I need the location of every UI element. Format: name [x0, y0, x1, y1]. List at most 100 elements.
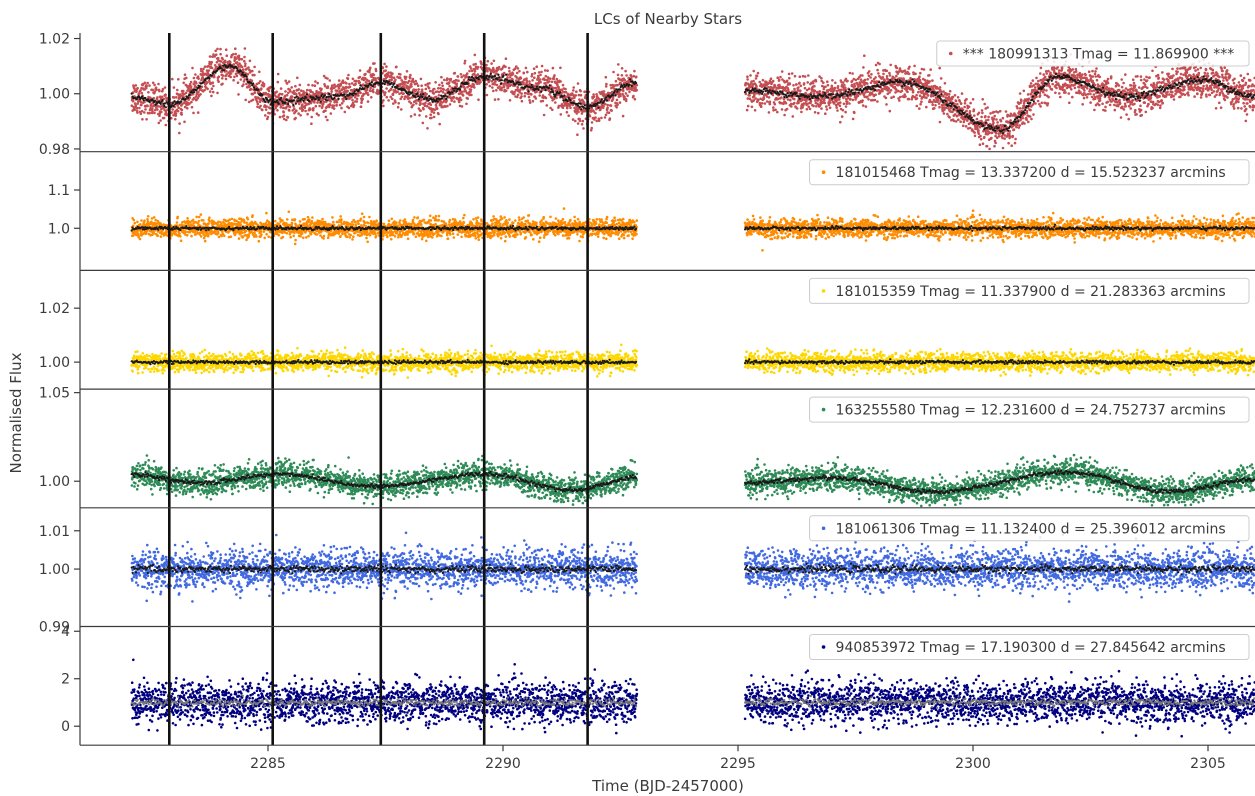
data-point [979, 134, 982, 138]
data-point [330, 84, 334, 87]
binned-point [199, 85, 202, 88]
data-point [885, 103, 888, 106]
data-point [628, 90, 631, 94]
data-point [793, 87, 796, 91]
data-point [284, 79, 288, 83]
data-point [324, 115, 328, 119]
data-point [1054, 80, 1058, 84]
data-point [563, 104, 566, 107]
data-point [551, 66, 555, 70]
binned-point [383, 83, 386, 86]
data-point [887, 87, 891, 90]
data-point [398, 92, 401, 96]
data-point [500, 86, 504, 89]
data-point [832, 102, 836, 105]
binned-point [537, 88, 540, 92]
data-point [199, 67, 203, 71]
data-point [392, 76, 396, 79]
binned-point [594, 105, 597, 108]
data-point [371, 88, 375, 91]
binned-point [552, 91, 555, 94]
data-point [180, 113, 183, 116]
binned-point [293, 99, 296, 102]
binned-point [353, 90, 356, 93]
binned-point [142, 99, 145, 102]
binned-point [563, 94, 566, 97]
data-point [146, 104, 149, 108]
data-point [779, 75, 782, 79]
data-point [212, 53, 215, 56]
data-point [827, 103, 831, 107]
data-point [203, 65, 207, 68]
data-point [159, 119, 162, 122]
data-point [294, 116, 297, 120]
data-point [256, 102, 260, 106]
data-point [937, 102, 941, 105]
data-point [508, 76, 512, 79]
data-point [988, 147, 991, 151]
data-point [1129, 84, 1133, 87]
data-point [497, 65, 501, 69]
data-point [1120, 78, 1123, 81]
data-point [1091, 75, 1095, 78]
binned-point [488, 75, 491, 78]
data-point [1127, 117, 1130, 121]
data-point [620, 67, 624, 70]
data-point [197, 77, 200, 80]
data-point [348, 85, 352, 89]
data-point [954, 120, 958, 123]
data-point [582, 127, 585, 130]
data-point [1034, 86, 1037, 89]
data-point [528, 101, 532, 104]
binned-point [580, 108, 583, 111]
data-point [350, 96, 353, 99]
data-point [457, 79, 460, 82]
data-point [838, 97, 841, 101]
data-point [337, 87, 341, 90]
data-point [208, 55, 212, 58]
data-point [343, 110, 347, 114]
data-point [1124, 73, 1127, 76]
data-point [864, 105, 868, 108]
data-point [154, 86, 158, 89]
data-point [1032, 84, 1035, 87]
data-point [495, 89, 498, 92]
data-point [202, 67, 205, 71]
data-point [604, 113, 608, 117]
data-point [374, 69, 378, 73]
data-point [265, 105, 269, 108]
data-point [357, 94, 360, 97]
binned-point [245, 75, 248, 78]
data-point [504, 89, 508, 93]
data-point [759, 105, 763, 108]
data-point [881, 76, 885, 79]
data-point [184, 91, 188, 95]
data-point [439, 87, 443, 90]
data-point [145, 118, 148, 121]
data-point [480, 63, 483, 66]
binned-point [611, 94, 615, 97]
data-point [1095, 78, 1099, 82]
data-point [986, 106, 989, 109]
data-point [851, 72, 854, 75]
data-point [1054, 91, 1057, 95]
data-point [221, 74, 225, 77]
data-point [382, 104, 385, 108]
data-point [1118, 89, 1121, 92]
binned-point [323, 94, 326, 97]
data-point [799, 89, 802, 92]
data-point [136, 102, 139, 105]
data-point [793, 101, 796, 105]
data-point [994, 141, 997, 145]
data-point [576, 133, 579, 136]
data-point [624, 92, 628, 95]
data-point [573, 96, 576, 99]
data-point [216, 91, 219, 95]
data-point [564, 87, 567, 91]
data-point [1135, 113, 1138, 116]
data-point [402, 92, 406, 95]
data-point [243, 59, 246, 63]
data-point [315, 91, 318, 95]
data-point [513, 67, 517, 70]
data-point [404, 75, 408, 79]
